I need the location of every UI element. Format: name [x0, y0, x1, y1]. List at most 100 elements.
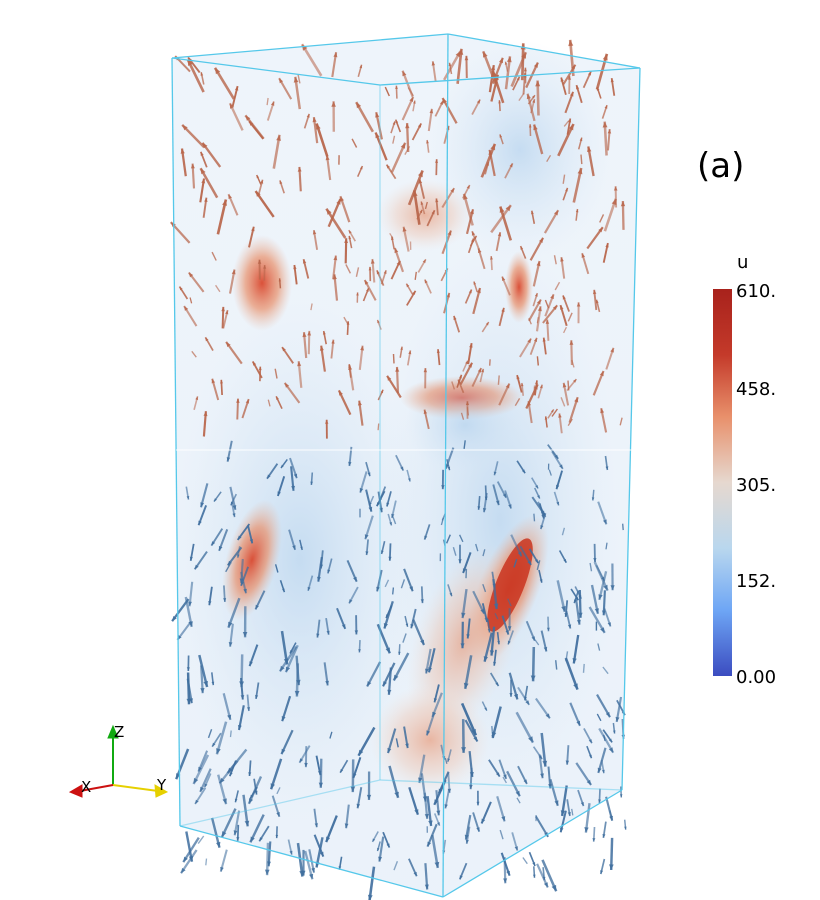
velocity-arrow-head: [409, 586, 413, 592]
velocity-arrow-head: [358, 649, 361, 653]
velocity-arrow-head: [189, 698, 193, 704]
velocity-arrow-head: [364, 534, 369, 540]
velocity-arrow-head: [581, 253, 586, 258]
velocity-arrow-head: [243, 588, 247, 594]
velocity-arrow-head: [310, 481, 313, 485]
velocity-arrow-head: [270, 783, 275, 790]
velocity-arrow: [392, 353, 395, 364]
velocity-arrow-head: [223, 598, 227, 602]
velocity-arrow-head: [369, 502, 372, 506]
velocity-arrow-head: [531, 210, 534, 215]
velocity-arrow-head: [249, 121, 254, 126]
velocity-arrow-head: [546, 627, 550, 632]
velocity-arrow-head: [200, 688, 205, 694]
x-axis-label: X: [81, 778, 91, 796]
velocity-arrow-head: [527, 560, 532, 565]
velocity-arrow-head: [610, 585, 615, 591]
velocity-arrow-head: [568, 39, 574, 47]
velocity-arrow: [310, 303, 313, 311]
velocity-arrow-head: [565, 187, 568, 192]
velocity-arrow-head: [402, 70, 407, 77]
velocity-arrow-head: [605, 466, 609, 470]
colorbar-tick-3: 305.: [736, 475, 777, 496]
velocity-arrow: [215, 284, 221, 293]
velocity-arrow-head: [471, 231, 476, 236]
velocity-arrow-head: [490, 256, 493, 260]
velocity-arrow-head: [395, 366, 400, 372]
velocity-arrow-head: [499, 57, 503, 64]
velocity-arrow: [603, 734, 606, 742]
velocity-arrow-head: [201, 178, 206, 184]
velocity-arrow-head: [572, 658, 577, 664]
velocity-arrow-head: [307, 330, 312, 336]
velocity-arrow: [597, 643, 601, 651]
velocity-arrow-head: [601, 576, 605, 581]
velocity-arrow-head: [473, 736, 478, 742]
velocity-arrow-head: [509, 163, 513, 168]
velocity-arrow-head: [276, 812, 280, 817]
velocity-arrow-head: [215, 67, 221, 75]
velocity-arrow-head: [445, 464, 449, 469]
velocity-arrow-head: [600, 408, 605, 414]
velocity-arrow: [565, 651, 569, 662]
velocity-arrow-head: [365, 551, 369, 556]
velocity-arrow-head: [560, 77, 564, 82]
velocity-arrow-head: [537, 495, 540, 499]
velocity-arrow-head: [567, 75, 572, 80]
velocity-arrow: [602, 666, 609, 675]
velocity-arrow-head: [289, 850, 293, 855]
velocity-arrow-head: [307, 586, 311, 591]
velocity-arrow-head: [348, 364, 351, 368]
velocity-arrow-head: [225, 310, 229, 315]
velocity-arrow: [325, 208, 347, 239]
velocity-arrow-head: [346, 321, 350, 325]
velocity-arrow-head: [376, 586, 380, 592]
velocity-arrow: [571, 808, 574, 816]
velocity-arrow-head: [447, 466, 451, 471]
velocity-arrow-head: [588, 739, 592, 744]
velocity-arrow-head: [220, 866, 224, 872]
velocity-arrow-head: [469, 209, 474, 215]
velocity-arrow-head: [600, 627, 605, 633]
velocity-arrow-head: [270, 101, 275, 106]
velocity-arrow-head: [489, 650, 495, 656]
velocity-arrow-head: [592, 838, 596, 842]
velocity-arrow-head: [279, 665, 285, 672]
velocity-arrow-head: [551, 409, 554, 413]
velocity-arrow-head: [368, 266, 372, 271]
velocity-arrow-head: [593, 558, 597, 562]
velocity-arrow-head: [366, 288, 369, 292]
velocity-arrow-head: [312, 230, 317, 235]
velocity-arrow: [560, 397, 566, 407]
velocity-arrow-head: [605, 711, 610, 718]
velocity-arrow-head: [476, 827, 480, 832]
velocity-arrow-head: [442, 98, 447, 104]
velocity-arrow-head: [560, 257, 564, 262]
velocity-arrow-head: [528, 124, 532, 128]
velocity-arrow-head: [431, 61, 436, 66]
velocity-arrow-head: [487, 628, 491, 633]
velocity-arrow-head: [212, 742, 216, 747]
velocity-arrow-head: [386, 614, 389, 619]
velocity-arrow: [189, 297, 193, 304]
velocity-arrow: [391, 515, 397, 525]
velocity-arrow-head: [580, 802, 584, 807]
colorbar-tick-4: 152.: [736, 571, 777, 592]
velocity-arrow-head: [302, 332, 307, 338]
velocity-arrow-head: [484, 617, 488, 622]
velocity-arrow-head: [350, 786, 356, 793]
velocity-arrow: [554, 281, 561, 291]
velocity-arrow-head: [386, 843, 390, 848]
velocity-arrow: [452, 547, 457, 556]
velocity-arrow-head: [195, 396, 199, 400]
velocity-arrow: [297, 74, 301, 84]
velocity-arrow: [589, 562, 593, 572]
z-axis-head: [107, 724, 119, 739]
velocity-arrow-head: [602, 121, 608, 128]
velocity-arrow-head: [605, 243, 609, 248]
velocity-arrow-head: [392, 121, 396, 125]
velocity-arrow-head: [482, 508, 487, 513]
velocity-arrow-head: [551, 884, 557, 892]
velocity-arrow-head: [312, 117, 317, 123]
velocity-arrow-head: [418, 170, 423, 178]
